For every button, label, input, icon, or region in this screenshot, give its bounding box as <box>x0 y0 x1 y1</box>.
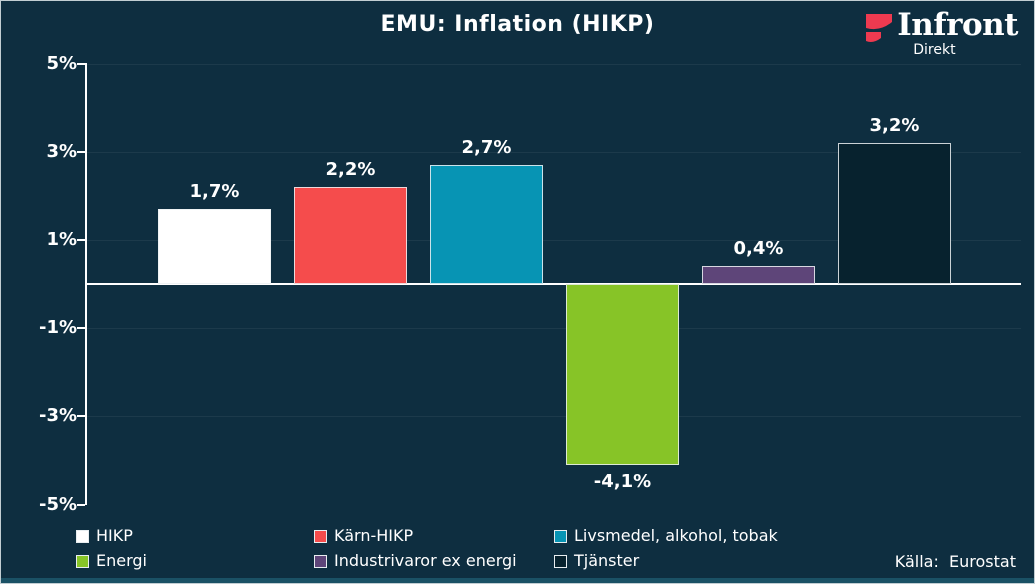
y-axis-tick--3% <box>77 415 85 417</box>
legend-item-tjänster: Tjänster <box>554 552 639 570</box>
legend-marker-kärn-hikp <box>314 529 327 543</box>
y-axis-tick--5% <box>77 504 85 506</box>
legend-label-livsmedel-alkohol-tobak: Livsmedel, alkohol, tobak <box>574 526 778 545</box>
legend-label-industrivaror-ex-energi: Industrivaror ex energi <box>334 551 517 570</box>
value-label-tjänster: 3,2% <box>869 115 920 136</box>
y-axis-tick--1% <box>77 327 85 329</box>
value-label-kärn-hikp: 2,2% <box>325 159 376 180</box>
legend-label-tjänster: Tjänster <box>574 551 640 570</box>
gridline-3 <box>86 152 1021 153</box>
logo-text-block: Infront Direkt <box>897 9 1018 58</box>
legend-item-energi: Energi <box>76 552 147 570</box>
value-label-industrivaror-ex-energi: 0,4% <box>733 238 784 259</box>
value-label-hikp: 1,7% <box>189 181 240 202</box>
bar-tjänster <box>838 143 951 284</box>
legend-label-energi: Energi <box>96 551 147 570</box>
bar-energi <box>566 284 679 465</box>
y-axis-tick-1% <box>77 239 85 241</box>
legend-marker-tjänster <box>554 554 567 568</box>
value-label-energi: -4,1% <box>593 471 652 492</box>
y-axis-tick-3% <box>77 151 85 153</box>
logo-subtitle: Direkt <box>913 42 956 58</box>
legend-item-industrivaror-ex-energi: Industrivaror ex energi <box>314 552 517 570</box>
y-axis-label-5%: 5% <box>46 53 77 74</box>
legend-marker-industrivaror-ex-energi <box>314 554 327 568</box>
legend-marker-hikp <box>76 529 89 543</box>
legend-marker-energi <box>76 554 89 568</box>
y-axis-label-1%: 1% <box>46 229 77 250</box>
logo-wordmark: Infront <box>897 7 1018 43</box>
bar-kärn-hikp <box>294 187 407 284</box>
zero-baseline <box>85 283 1021 285</box>
y-axis-label--1%: -1% <box>38 317 77 338</box>
legend-label-hikp: HIKP <box>96 526 133 545</box>
bar-livsmedel-alkohol-tobak <box>430 165 543 284</box>
gridline--1 <box>86 328 1021 329</box>
y-axis-label--3%: -3% <box>38 405 77 426</box>
gridline-1 <box>86 240 1021 241</box>
y-axis-label--5%: -5% <box>38 494 77 515</box>
infront-flag-icon <box>866 14 893 42</box>
gridline--3 <box>86 416 1021 417</box>
bar-hikp <box>158 209 271 284</box>
legend-item-hikp: HIKP <box>76 527 133 545</box>
bar-industrivaror-ex-energi <box>702 266 815 284</box>
legend-label-kärn-hikp: Kärn-HIKP <box>334 526 414 545</box>
source-note: Källa: Eurostat <box>894 552 1016 571</box>
value-label-livsmedel-alkohol-tobak: 2,7% <box>461 137 512 158</box>
y-axis-tick-5% <box>77 63 85 65</box>
infront-logo: Infront Direkt <box>864 9 1018 58</box>
legend-item-kärn-hikp: Kärn-HIKP <box>314 527 413 545</box>
gridline-5 <box>86 64 1021 65</box>
legend-item-livsmedel-alkohol-tobak: Livsmedel, alkohol, tobak <box>554 527 778 545</box>
legend-marker-livsmedel-alkohol-tobak <box>554 529 567 543</box>
chart-title: EMU: Inflation (HIKP) <box>380 12 655 37</box>
bottom-accent-bar <box>1 578 1034 583</box>
y-axis-label-3%: 3% <box>46 141 77 162</box>
